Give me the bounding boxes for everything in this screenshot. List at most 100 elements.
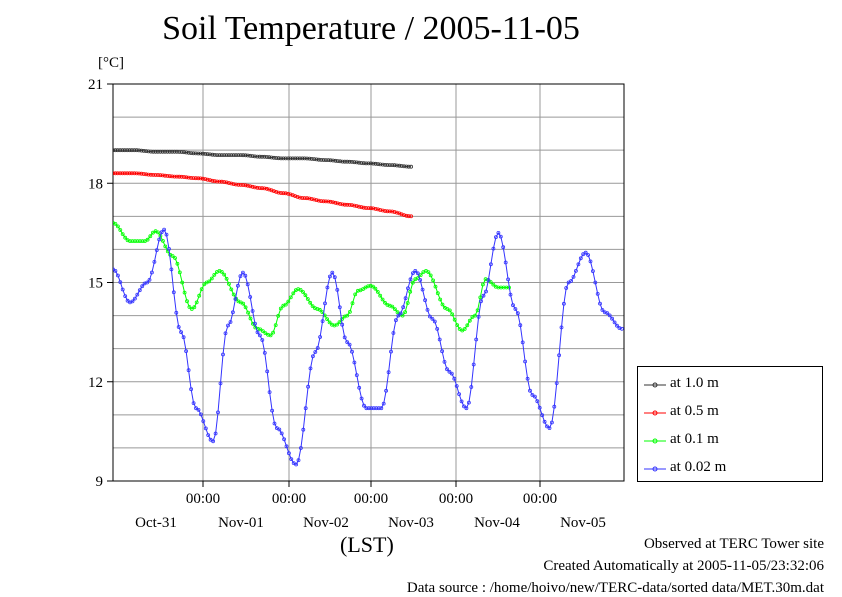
series-point <box>345 340 350 345</box>
series-point <box>593 280 598 285</box>
series-point <box>123 235 128 240</box>
series-point <box>219 269 224 274</box>
legend-swatch <box>644 462 666 472</box>
series-point <box>139 148 144 153</box>
series-point <box>269 155 274 160</box>
series-point <box>467 318 472 323</box>
series-point <box>305 297 310 301</box>
series-point <box>167 174 172 179</box>
series-point <box>288 295 293 300</box>
series-point <box>120 232 125 237</box>
x-time-tick-label: 00:00 <box>354 491 388 507</box>
series-point <box>337 320 342 325</box>
series-point <box>371 161 376 166</box>
series-point <box>307 196 312 201</box>
series-point <box>165 173 170 178</box>
series-point <box>276 313 281 318</box>
series-point <box>352 160 357 165</box>
series-point <box>295 194 300 199</box>
series-point <box>116 273 120 278</box>
series-point <box>127 171 132 176</box>
series-point <box>395 310 400 315</box>
series-line <box>113 149 412 168</box>
series-point <box>197 293 202 298</box>
legend-item: at 1.0 m <box>644 373 719 393</box>
series-point <box>263 331 268 336</box>
series-point <box>380 162 385 167</box>
series-point <box>118 228 123 232</box>
series-point <box>159 230 164 235</box>
series-point <box>167 246 171 251</box>
series-point <box>404 164 409 169</box>
series-line <box>113 222 509 336</box>
series-point <box>533 394 537 399</box>
legend-label: at 0.5 m <box>670 402 719 419</box>
series-point <box>474 337 479 342</box>
series-point <box>493 235 498 240</box>
series-point <box>173 256 177 260</box>
series-point <box>176 325 181 329</box>
series-point <box>286 451 291 456</box>
series-point <box>226 323 230 328</box>
series-point <box>241 153 246 158</box>
series-point <box>542 419 547 424</box>
series-point <box>279 431 284 436</box>
series-point <box>491 246 496 251</box>
series-point <box>175 261 180 266</box>
series-point <box>236 182 241 187</box>
series-point <box>340 202 345 207</box>
series-point <box>476 314 481 319</box>
series-point <box>320 319 325 324</box>
series-point <box>454 384 459 388</box>
series-point <box>193 151 198 156</box>
series-point <box>289 457 294 462</box>
series-markers <box>113 221 511 338</box>
series-point <box>327 274 332 279</box>
series-point <box>238 274 243 279</box>
series-point <box>319 199 324 204</box>
series-point <box>230 310 235 315</box>
series-point <box>362 403 366 408</box>
series-point <box>396 313 401 318</box>
series-point <box>318 335 323 339</box>
series-point <box>449 371 454 376</box>
series-point <box>118 148 122 153</box>
series-point <box>139 171 144 176</box>
series-point <box>366 406 371 411</box>
series-point <box>586 253 590 257</box>
series-point <box>248 316 253 321</box>
series-point <box>488 262 493 267</box>
series-point <box>465 323 470 328</box>
series-point <box>153 149 158 154</box>
series-point <box>331 200 335 205</box>
series-point <box>352 360 357 365</box>
series-point <box>264 155 269 159</box>
y-unit-label: [°C] <box>98 55 124 71</box>
series-point <box>217 179 222 184</box>
series-point <box>125 298 130 303</box>
series-point <box>547 426 552 431</box>
series-point <box>146 149 151 154</box>
series-point <box>150 230 155 235</box>
series-point <box>274 156 279 160</box>
series-point <box>125 148 130 153</box>
series-point <box>293 194 298 199</box>
series-point <box>415 271 420 276</box>
series-point <box>284 444 289 449</box>
series-point <box>215 153 220 158</box>
series-point <box>376 162 380 167</box>
series-point <box>331 158 335 163</box>
series-point <box>243 183 248 188</box>
series-point <box>113 221 118 226</box>
series-point <box>198 412 203 417</box>
series-point <box>440 349 445 354</box>
series-point <box>248 184 253 189</box>
series-point <box>283 302 288 307</box>
series-point <box>384 388 389 393</box>
series-point <box>125 171 130 176</box>
series-point <box>211 439 216 444</box>
series-point <box>347 159 352 164</box>
series-point <box>138 239 142 244</box>
series-point <box>353 292 358 297</box>
series-point <box>270 408 275 413</box>
